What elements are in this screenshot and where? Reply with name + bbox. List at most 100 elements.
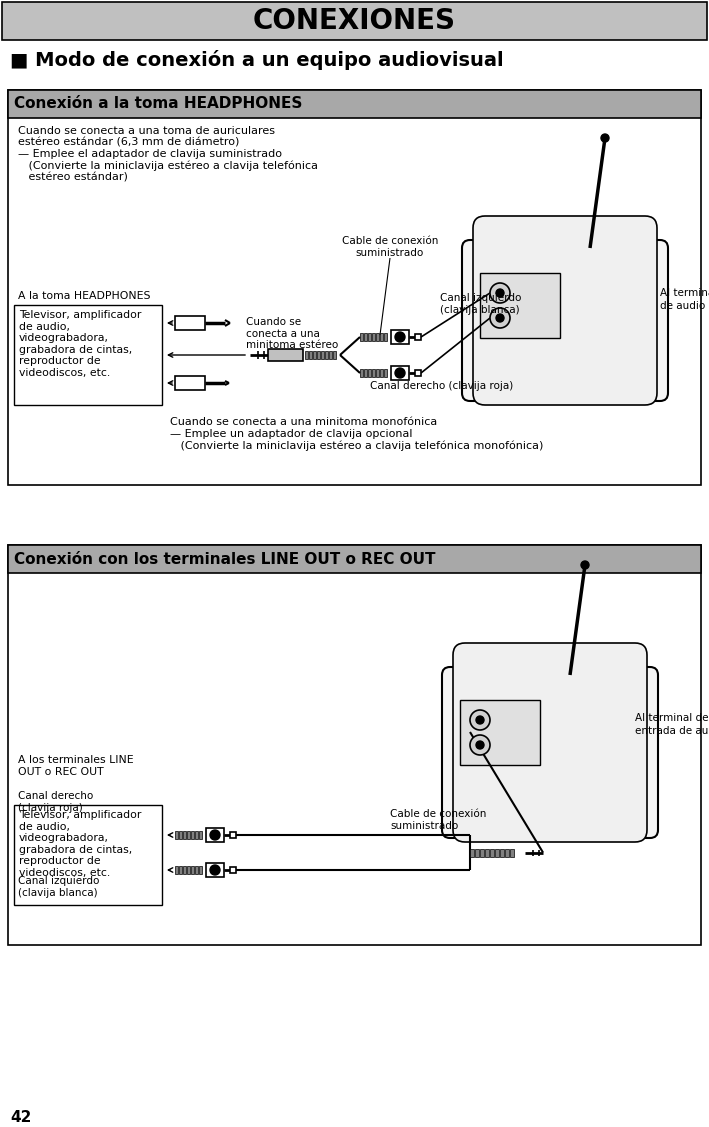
Bar bbox=[305, 350, 308, 360]
Bar bbox=[495, 849, 499, 857]
Bar bbox=[391, 366, 409, 380]
FancyBboxPatch shape bbox=[462, 240, 668, 401]
Bar bbox=[206, 863, 224, 877]
Text: Televisor, amplificador
de audio,
videograbadora,
grabadora de cintas,
reproduct: Televisor, amplificador de audio, videog… bbox=[19, 310, 141, 378]
Text: Canal derecho
(clavija roja): Canal derecho (clavija roja) bbox=[18, 791, 94, 813]
Bar bbox=[391, 330, 409, 344]
Bar bbox=[372, 332, 375, 341]
Bar bbox=[329, 350, 332, 360]
Bar bbox=[183, 831, 186, 838]
Circle shape bbox=[496, 314, 504, 322]
Bar bbox=[415, 370, 421, 376]
Bar bbox=[384, 332, 387, 341]
Bar bbox=[480, 273, 560, 338]
FancyBboxPatch shape bbox=[453, 644, 647, 842]
Text: Cable de conexión
suministrado: Cable de conexión suministrado bbox=[342, 237, 438, 258]
Bar bbox=[195, 866, 198, 875]
Text: Al terminal de entrada
de audio [A]: Al terminal de entrada de audio [A] bbox=[660, 289, 709, 310]
Bar bbox=[313, 350, 316, 360]
Circle shape bbox=[476, 740, 484, 749]
Text: Cuando se
conecta a una
minitoma estéreo: Cuando se conecta a una minitoma estéreo bbox=[246, 317, 338, 350]
Bar bbox=[195, 831, 198, 838]
Text: A la toma HEADPHONES: A la toma HEADPHONES bbox=[18, 291, 150, 301]
Bar bbox=[505, 849, 509, 857]
Circle shape bbox=[490, 283, 510, 303]
Bar bbox=[368, 332, 371, 341]
Bar bbox=[2, 2, 707, 39]
Bar bbox=[8, 90, 701, 485]
Bar bbox=[206, 828, 224, 842]
Bar bbox=[485, 849, 489, 857]
Circle shape bbox=[581, 561, 589, 569]
Bar bbox=[179, 866, 182, 875]
Bar bbox=[191, 831, 194, 838]
Bar bbox=[309, 350, 312, 360]
Circle shape bbox=[496, 289, 504, 298]
Bar bbox=[415, 334, 421, 340]
Circle shape bbox=[210, 829, 220, 840]
Bar bbox=[510, 849, 514, 857]
Circle shape bbox=[470, 710, 490, 730]
FancyBboxPatch shape bbox=[442, 667, 658, 838]
Bar bbox=[14, 305, 162, 405]
Text: Conexión con los terminales LINE OUT o REC OUT: Conexión con los terminales LINE OUT o R… bbox=[14, 551, 435, 567]
Text: Cuando se conecta a una toma de auriculares
estéreo estándar (6,3 mm de diámetro: Cuando se conecta a una toma de auricula… bbox=[18, 126, 318, 183]
Bar bbox=[372, 369, 375, 378]
Text: 42: 42 bbox=[10, 1110, 31, 1125]
Bar bbox=[475, 849, 479, 857]
Bar bbox=[8, 545, 701, 573]
Text: Cuando se conecta a una minitoma monofónica
— Emplee un adaptador de clavija opc: Cuando se conecta a una minitoma monofón… bbox=[170, 417, 543, 451]
Bar bbox=[380, 332, 383, 341]
Circle shape bbox=[210, 866, 220, 875]
Bar bbox=[191, 866, 194, 875]
Bar bbox=[360, 369, 363, 378]
Text: CONEXIONES: CONEXIONES bbox=[252, 7, 455, 35]
Circle shape bbox=[490, 308, 510, 328]
Bar bbox=[333, 350, 336, 360]
Bar bbox=[199, 831, 202, 838]
Bar bbox=[376, 332, 379, 341]
Bar bbox=[321, 350, 324, 360]
Text: Canal izquierdo
(clavija blanca): Canal izquierdo (clavija blanca) bbox=[440, 293, 521, 316]
Bar bbox=[364, 369, 367, 378]
FancyBboxPatch shape bbox=[473, 216, 657, 405]
Bar bbox=[384, 369, 387, 378]
Bar bbox=[175, 376, 205, 390]
Bar bbox=[317, 350, 320, 360]
Bar bbox=[175, 866, 178, 875]
Bar bbox=[230, 832, 236, 838]
Bar bbox=[368, 369, 371, 378]
Bar bbox=[199, 866, 202, 875]
Text: Canal izquierdo
(clavija blanca): Canal izquierdo (clavija blanca) bbox=[18, 876, 99, 897]
Bar bbox=[490, 849, 494, 857]
Circle shape bbox=[601, 134, 609, 142]
Text: Cable de conexión
suministrado: Cable de conexión suministrado bbox=[390, 809, 486, 831]
Bar bbox=[230, 867, 236, 873]
Text: Al terminal de
entrada de audio [B]: Al terminal de entrada de audio [B] bbox=[635, 713, 709, 735]
Text: A los terminales LINE
OUT o REC OUT: A los terminales LINE OUT o REC OUT bbox=[18, 755, 133, 777]
Bar bbox=[500, 849, 504, 857]
Bar bbox=[325, 350, 328, 360]
Bar bbox=[175, 831, 178, 838]
Text: Canal derecho (clavija roja): Canal derecho (clavija roja) bbox=[370, 381, 513, 391]
Bar bbox=[187, 831, 190, 838]
Circle shape bbox=[476, 716, 484, 724]
Circle shape bbox=[395, 369, 405, 378]
Bar bbox=[360, 332, 363, 341]
Bar bbox=[14, 805, 162, 905]
Text: Conexión a la toma HEADPHONES: Conexión a la toma HEADPHONES bbox=[14, 97, 302, 112]
Bar bbox=[364, 332, 367, 341]
Text: ■ Modo de conexión a un equipo audiovisual: ■ Modo de conexión a un equipo audiovisu… bbox=[10, 50, 503, 70]
Bar bbox=[175, 316, 205, 330]
Bar bbox=[8, 545, 701, 946]
Bar bbox=[380, 369, 383, 378]
Circle shape bbox=[395, 332, 405, 341]
Bar bbox=[470, 849, 474, 857]
Text: Televisor, amplificador
de audio,
videograbadora,
grabadora de cintas,
reproduct: Televisor, amplificador de audio, videog… bbox=[19, 810, 141, 878]
Bar bbox=[183, 866, 186, 875]
Bar bbox=[460, 700, 540, 765]
Bar bbox=[480, 849, 484, 857]
Circle shape bbox=[470, 735, 490, 755]
Bar bbox=[376, 369, 379, 378]
Bar bbox=[187, 866, 190, 875]
